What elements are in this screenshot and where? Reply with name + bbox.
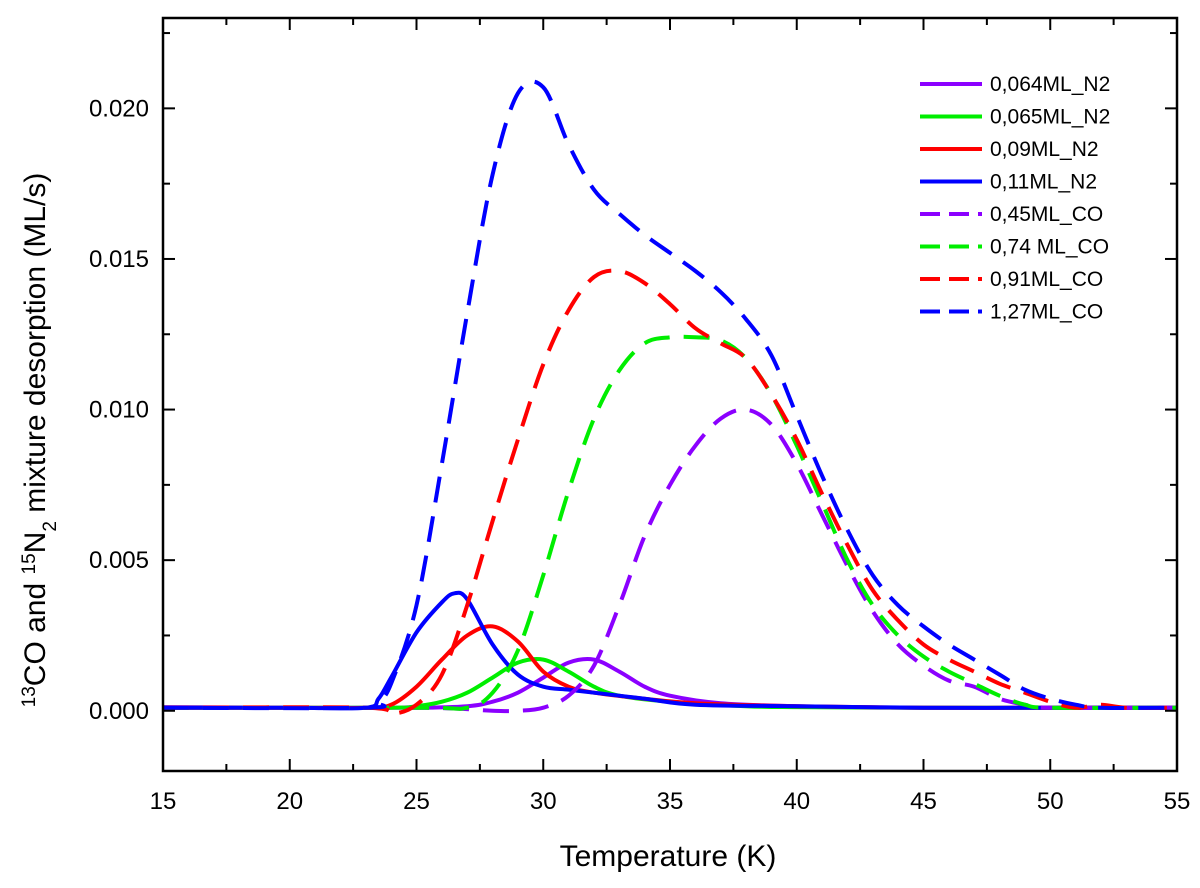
legend-label: 0,74 ML_CO	[990, 236, 1109, 259]
legend-label: 0,11ML_N2	[990, 171, 1097, 194]
series-line-0-45ML-CO	[163, 407, 1177, 714]
series-line-0-74-ML-CO	[163, 334, 1177, 711]
x-tick-label: 35	[657, 788, 684, 815]
y-axis-title-sup1: 13	[19, 686, 40, 707]
y-axis-title-part1: CO and	[19, 574, 52, 686]
series-line-1-27ML-CO	[163, 79, 1177, 711]
plot-lines	[163, 79, 1177, 716]
y-axis-title: 13CO and 15N2 mixture desorption (ML/s)	[19, 173, 61, 708]
y-tick-label: 0.005	[89, 547, 149, 574]
y-tick-label: 0.000	[89, 698, 149, 725]
plot-frame	[161, 16, 1179, 773]
legend-label: 1,27ML_CO	[990, 301, 1103, 324]
legend-label: 0,09ML_N2	[990, 138, 1099, 161]
y-axis-title-part2: N	[19, 532, 52, 554]
x-tick-label: 45	[910, 788, 937, 815]
x-tick-label: 15	[150, 788, 177, 815]
legend-label: 0,065ML_N2	[990, 106, 1110, 129]
legend-label: 0,45ML_CO	[990, 203, 1103, 226]
y-tick-label: 0.015	[89, 246, 149, 273]
y-tick-label: 0.010	[89, 397, 149, 424]
y-axis-title-part3: mixture desorption (ML/s)	[19, 173, 52, 521]
x-tick-label: 55	[1164, 788, 1191, 815]
legend-label: 0,064ML_N2	[990, 73, 1110, 96]
y-axis-title-sup2: 15	[19, 553, 40, 574]
y-axis: 0.000 0.005 0.010 0.015 0.020	[89, 32, 1177, 725]
x-tick-label: 20	[276, 788, 303, 815]
x-tick-label: 30	[530, 788, 557, 815]
x-tick-label: 25	[403, 788, 430, 815]
y-axis-title-sub: 2	[40, 521, 61, 532]
series-line-0-11ML-N2	[163, 590, 1177, 711]
x-tick-label: 50	[1037, 788, 1064, 815]
x-axis-title: Temperature (K)	[560, 840, 777, 873]
series-line-0-91ML-CO	[163, 268, 1177, 716]
legend: 0,064ML_N2 0,065ML_N2 0,09ML_N2 0,11ML_N2 0,…	[920, 73, 1110, 324]
x-tick-label: 40	[783, 788, 810, 815]
legend-label: 0,91ML_CO	[990, 268, 1103, 291]
x-axis: 15 20 25 30 35 40 45 50 55	[150, 18, 1191, 815]
y-tick-label: 0.020	[89, 95, 149, 122]
